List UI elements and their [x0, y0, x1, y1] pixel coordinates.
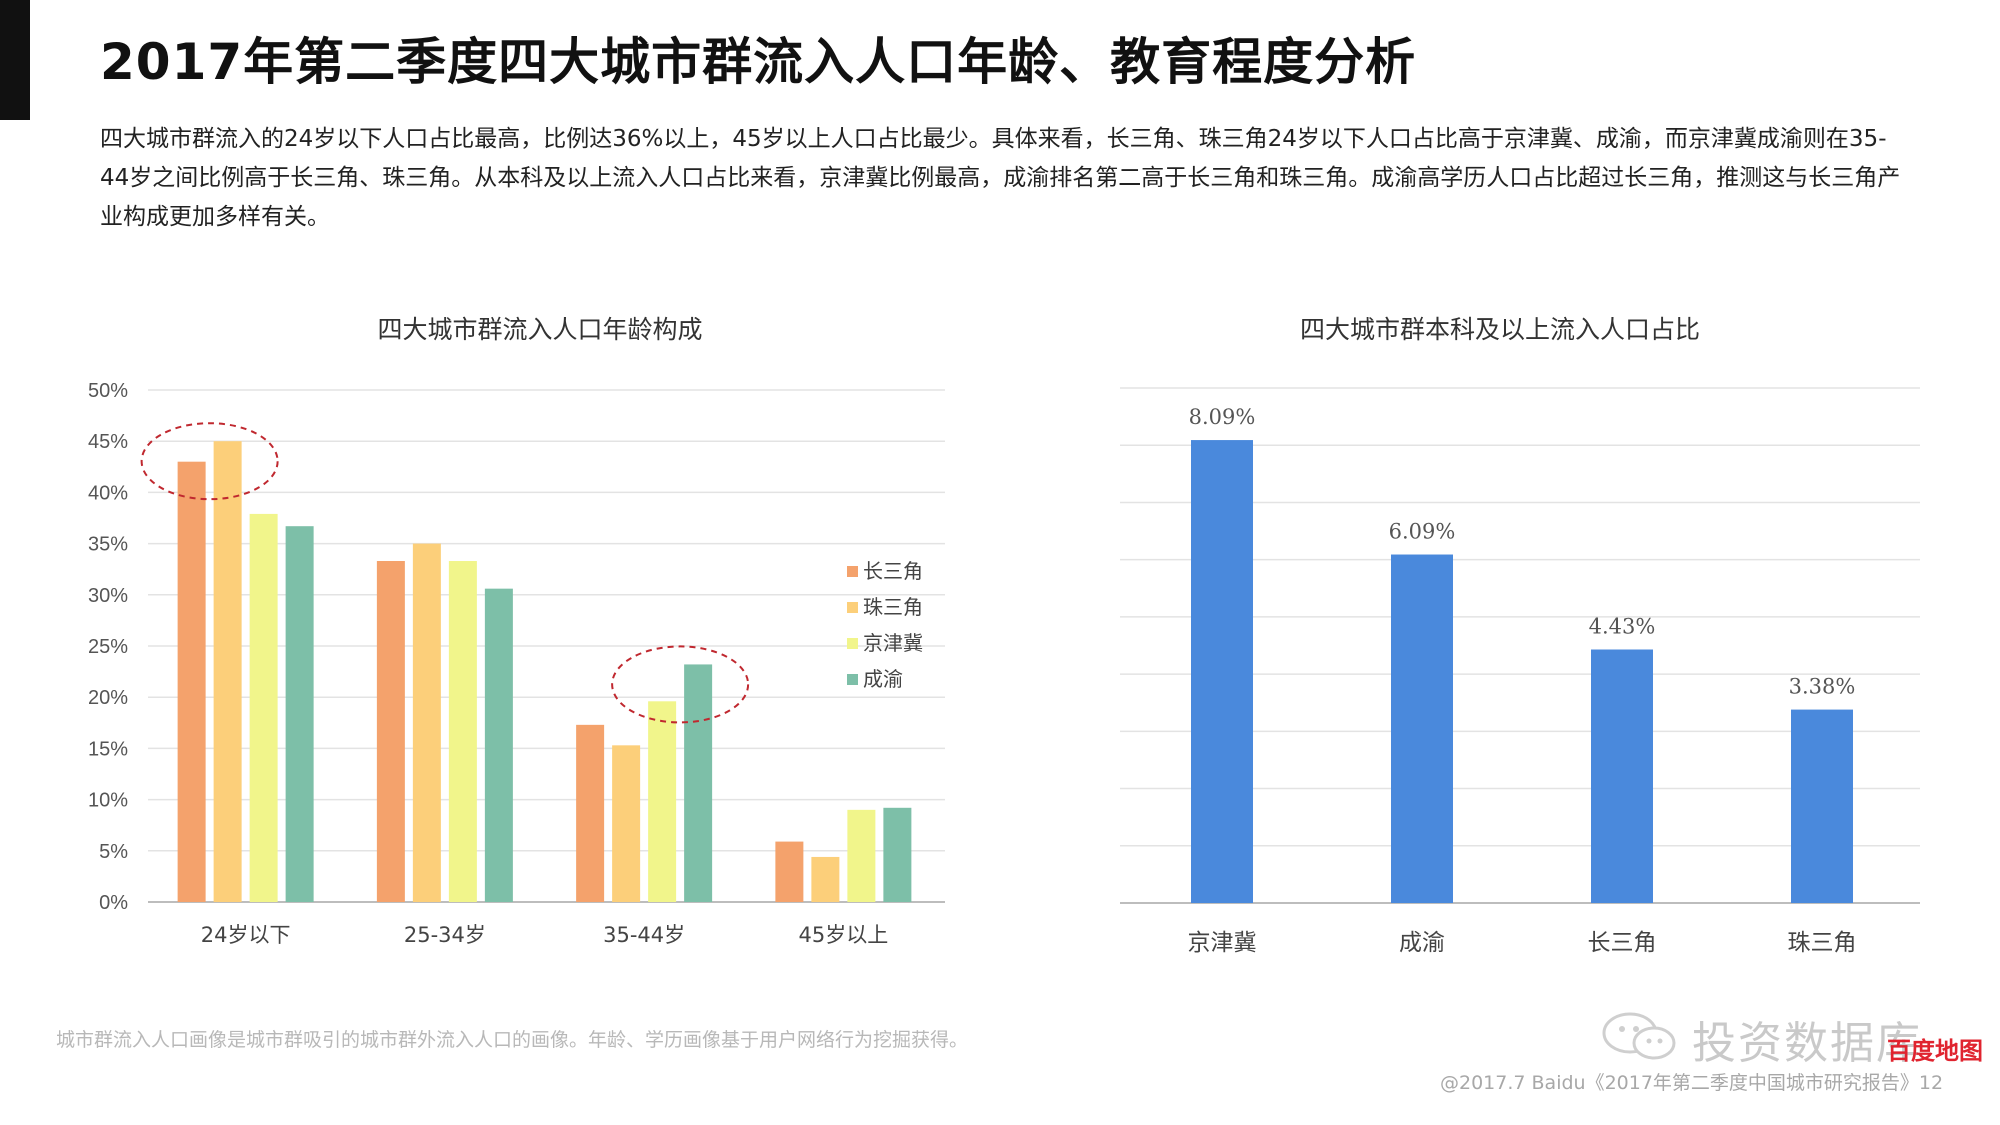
x-tick-label: 24岁以下 — [201, 923, 291, 947]
legend-label: 京津冀 — [863, 631, 923, 655]
y-tick-label: 30% — [88, 585, 128, 607]
bar — [177, 461, 206, 902]
intro-paragraph: 四大城市群流入的24岁以下人口占比最高，比例达36%以上，45岁以上人口占比最少… — [100, 126, 1901, 230]
bar — [648, 701, 677, 902]
bar — [847, 809, 876, 902]
watermark: 投资数据库 百度地图 — [1600, 1005, 1985, 1069]
y-tick-label: 50% — [88, 380, 128, 402]
data-label: 4.43% — [1589, 615, 1656, 639]
chat-bubble-icon — [1602, 1012, 1676, 1060]
x-tick-label: 京津冀 — [1188, 930, 1257, 956]
data-label: 6.09% — [1389, 520, 1456, 544]
bar — [883, 807, 912, 902]
bar — [249, 513, 278, 902]
bar — [1191, 440, 1253, 903]
data-label: 8.09% — [1189, 405, 1256, 429]
y-tick-label: 10% — [88, 790, 128, 812]
x-tick-label: 珠三角 — [1788, 930, 1857, 956]
education-chart-title: 四大城市群本科及以上流入人口占比 — [1299, 315, 1700, 344]
bar — [811, 856, 840, 902]
education-share-chart: 8.09% 京津冀 6.09% 成渝 4.43% 长三角 3.38% 珠三角 — [1120, 387, 1920, 956]
bar — [213, 441, 242, 902]
x-tick-label: 45岁以上 — [799, 923, 889, 947]
y-tick-label: 45% — [88, 431, 128, 453]
x-tick-label: 35-44岁 — [603, 923, 685, 947]
bar — [1591, 649, 1653, 903]
bar — [612, 745, 641, 902]
x-tick-label: 成渝 — [1399, 930, 1445, 956]
highlight-circle — [611, 645, 750, 724]
bar — [412, 543, 441, 902]
y-tick-label: 15% — [88, 738, 128, 760]
y-tick-label: 25% — [88, 636, 128, 658]
y-tick-label: 20% — [88, 687, 128, 709]
legend-label: 珠三角 — [863, 595, 923, 619]
legend-swatch — [847, 638, 858, 649]
legend-label: 长三角 — [863, 559, 923, 583]
watermark-text: 投资数据库 — [1692, 1018, 1922, 1069]
y-tick-label: 0% — [99, 892, 128, 914]
bar — [576, 724, 605, 902]
bar — [1391, 554, 1453, 903]
y-tick-label: 5% — [99, 841, 128, 863]
legend-swatch — [847, 566, 858, 577]
brand-logo-text: 百度地图 — [1887, 1037, 1983, 1065]
bar — [376, 561, 405, 902]
y-tick-label: 35% — [88, 534, 128, 556]
x-tick-label: 长三角 — [1588, 930, 1657, 956]
bar — [684, 664, 713, 902]
y-tick-label: 40% — [88, 482, 128, 504]
bar — [285, 526, 314, 902]
bar — [1791, 709, 1853, 903]
footnote: 城市群流入人口画像是城市群吸引的城市群外流入人口的画像。年龄、学历画像基于用户网… — [56, 1029, 969, 1051]
legend-label: 成渝 — [863, 667, 903, 691]
copyright-source: @2017.7 Baidu《2017年第二季度中国城市研究报告》12 — [1440, 1072, 1944, 1094]
age-composition-chart: 0% 5% 10% 15% 20% 25% 30% 35% 40% 45% 50% 24岁以下 25-3… — [88, 380, 945, 947]
x-tick-label: 25-34岁 — [404, 923, 486, 947]
section-tab — [0, 0, 30, 120]
data-label: 3.38% — [1789, 675, 1856, 699]
legend-swatch — [847, 674, 858, 685]
legend-swatch — [847, 602, 858, 613]
bar — [484, 588, 513, 902]
bar — [448, 561, 477, 902]
highlight-circle — [140, 422, 279, 501]
bar — [775, 841, 804, 902]
page-title: 2017年第二季度四大城市群流入人口年龄、教育程度分析 — [100, 33, 1417, 91]
age-chart-title: 四大城市群流入人口年龄构成 — [377, 315, 703, 344]
